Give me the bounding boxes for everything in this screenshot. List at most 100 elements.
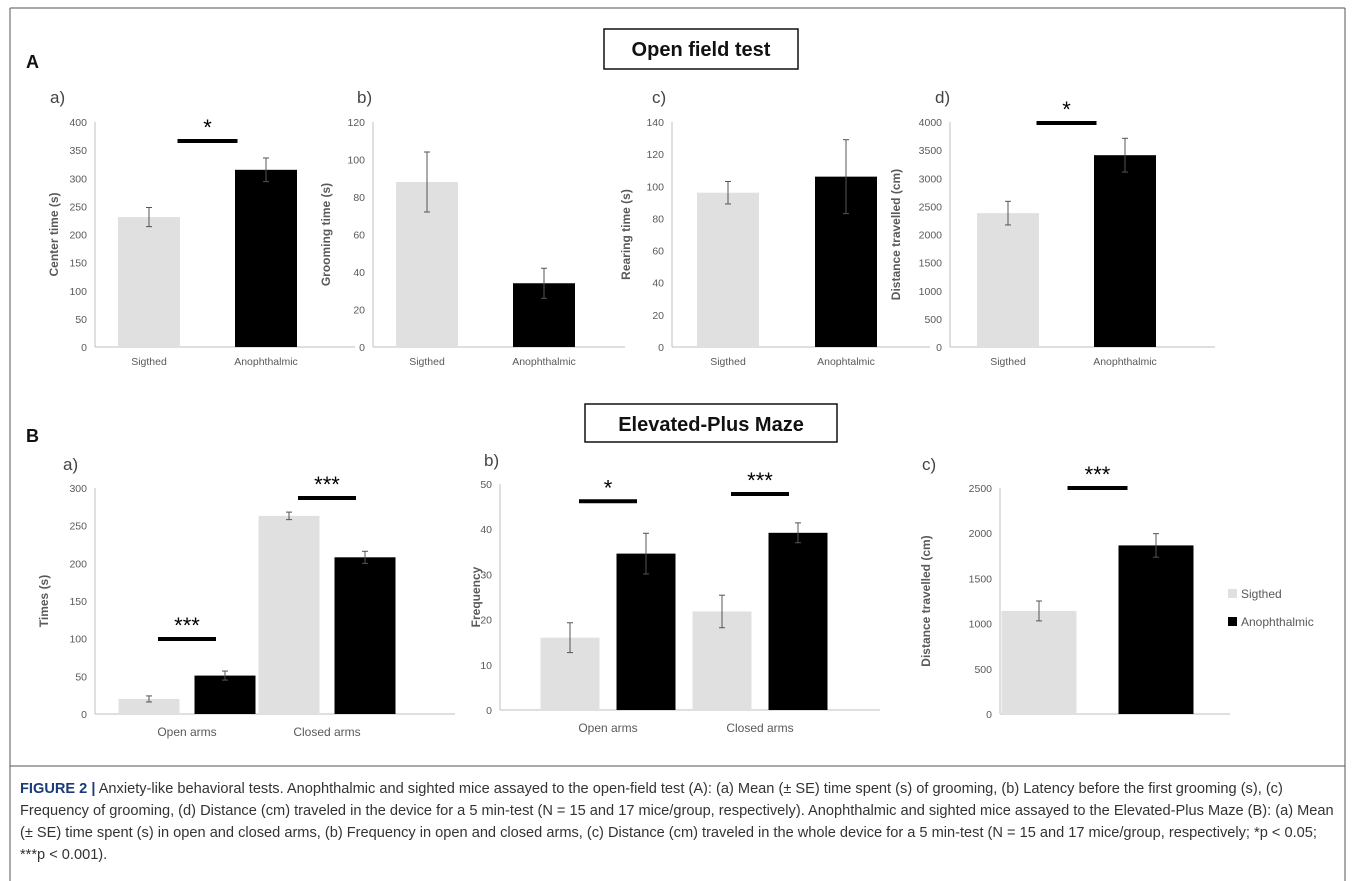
y-tick-label: 200: [69, 230, 87, 242]
chart-open-field-distance: d) 0 500 1000 1500 2000 2500 3000 3500 4000 Distan…: [889, 88, 1215, 368]
x-category-label: Sigthed: [710, 356, 746, 368]
y-tick-label: 0: [936, 342, 942, 354]
x-category-label: Anophthalmic: [512, 356, 576, 368]
significance-marker: *: [1062, 97, 1071, 122]
chart-open-field-center-time: a) 0 50 100 150 200 250 300 350 400 Center time (s…: [47, 88, 355, 368]
y-tick-label: 300: [69, 173, 87, 185]
x-category-label: Anophthalmic: [234, 356, 298, 368]
y-tick-label: 1500: [919, 258, 943, 270]
y-tick-label: 150: [69, 596, 87, 608]
x-category-label: Open arms: [578, 721, 637, 735]
y-tick-label: 3000: [919, 173, 943, 185]
chart-epm-distance: c) 0 500 1000 1500 2000 2500 Distance travelled…: [919, 455, 1230, 721]
y-tick-label: 40: [652, 278, 664, 290]
bar-anophthalmic: [334, 557, 396, 714]
y-tick-label: 100: [69, 286, 87, 298]
y-axis-title: Distance travelled (cm): [919, 535, 933, 666]
y-tick-label: 50: [75, 314, 87, 326]
y-tick-label: 20: [353, 305, 365, 317]
y-tick-label: 0: [359, 342, 365, 354]
y-tick-label: 1000: [919, 286, 943, 298]
y-tick-label: 0: [486, 705, 492, 717]
y-tick-label: 0: [81, 709, 87, 721]
y-tick-label: 500: [924, 314, 942, 326]
y-tick-label: 120: [646, 149, 664, 161]
legend-label-anophthalmic: Anophthalmic: [1241, 615, 1314, 629]
x-category-label: Closed arms: [726, 721, 793, 735]
panel-label: c): [922, 455, 936, 474]
x-category-label: Sigthed: [990, 356, 1026, 368]
x-category-label: Open arms: [157, 725, 216, 739]
y-tick-label: 250: [69, 521, 87, 533]
panel-label: a): [50, 88, 65, 107]
significance-marker: *: [604, 475, 613, 500]
panel-label: a): [63, 455, 78, 474]
y-tick-label: 2500: [919, 201, 943, 213]
y-tick-label: 2500: [969, 483, 993, 495]
section-a-letter: A: [26, 52, 39, 72]
y-tick-label: 0: [81, 342, 87, 354]
bar-sighted: [118, 698, 180, 714]
chart-open-field-grooming-time: b) 0 20 40 60 80 100 120 Grooming time (s) Sigthe…: [319, 88, 625, 368]
y-tick-label: 60: [652, 246, 664, 258]
x-category-label: Anophtalmic: [817, 356, 875, 368]
bar-anophthalmic: [616, 553, 676, 710]
y-tick-label: 100: [646, 181, 664, 193]
y-tick-label: 50: [75, 671, 87, 683]
caption-text: Anxiety-like behavioral tests. Anophthal…: [20, 781, 1334, 863]
significance-marker: ***: [1085, 462, 1111, 487]
y-tick-label: 3500: [919, 145, 943, 157]
y-tick-label: 140: [646, 117, 664, 129]
y-tick-label: 50: [480, 479, 492, 491]
bar-sighted: [258, 515, 320, 714]
y-tick-label: 400: [69, 117, 87, 129]
caption-label: FIGURE 2 |: [20, 781, 96, 797]
y-tick-label: 300: [69, 483, 87, 495]
legend-swatch-sighted: [1228, 589, 1237, 598]
bar-sighted: [977, 213, 1039, 347]
y-tick-label: 20: [480, 615, 492, 627]
y-tick-label: 40: [480, 524, 492, 536]
y-tick-label: 120: [347, 117, 365, 129]
bar-sighted: [697, 192, 759, 347]
x-category-label: Sigthed: [409, 356, 445, 368]
significance-marker: *: [203, 115, 212, 140]
y-axis-title: Distance travelled (cm): [889, 169, 903, 300]
y-axis-title: Grooming time (s): [319, 183, 333, 286]
chart-open-field-rearing-time: c) 0 20 40 60 80 100 120 140 Rearing time (s) Sigt…: [619, 88, 930, 368]
y-axis-title: Times (s): [37, 575, 51, 627]
y-tick-label: 0: [986, 709, 992, 721]
x-category-label: Closed arms: [293, 725, 360, 739]
y-tick-label: 30: [480, 569, 492, 581]
y-axis-title: Frequency: [469, 566, 483, 627]
legend-label-sighted: Sigthed: [1241, 587, 1282, 601]
bar-anophthalmic: [768, 532, 828, 710]
panel-label: b): [484, 451, 499, 470]
y-tick-label: 100: [69, 634, 87, 646]
y-tick-label: 80: [652, 213, 664, 225]
section-b-letter: B: [26, 426, 39, 446]
y-tick-label: 2000: [969, 528, 993, 540]
section-a-title: Open field test: [632, 39, 771, 61]
section-b-title: Elevated-Plus Maze: [618, 414, 804, 436]
y-tick-label: 200: [69, 558, 87, 570]
legend: Sigthed Anophthalmic: [1228, 587, 1314, 629]
y-tick-label: 1000: [969, 619, 993, 631]
figure-caption: FIGURE 2 | Anxiety-like behavioral tests…: [20, 778, 1335, 866]
bar-anophthalmic: [235, 169, 297, 347]
y-tick-label: 60: [353, 230, 365, 242]
panel-label: b): [357, 88, 372, 107]
y-tick-label: 40: [353, 267, 365, 279]
y-tick-label: 1500: [969, 573, 993, 585]
y-tick-label: 0: [658, 342, 664, 354]
section-a-title-box: [603, 28, 799, 70]
bar-anophthalmic: [1118, 545, 1194, 714]
y-tick-label: 150: [69, 258, 87, 270]
legend-swatch-anophthalmic: [1228, 617, 1237, 626]
bar-sighted: [1001, 610, 1077, 714]
y-tick-label: 10: [480, 660, 492, 672]
y-tick-label: 350: [69, 145, 87, 157]
bar-anophthalmic: [1094, 155, 1156, 347]
bar-sighted: [118, 217, 180, 347]
